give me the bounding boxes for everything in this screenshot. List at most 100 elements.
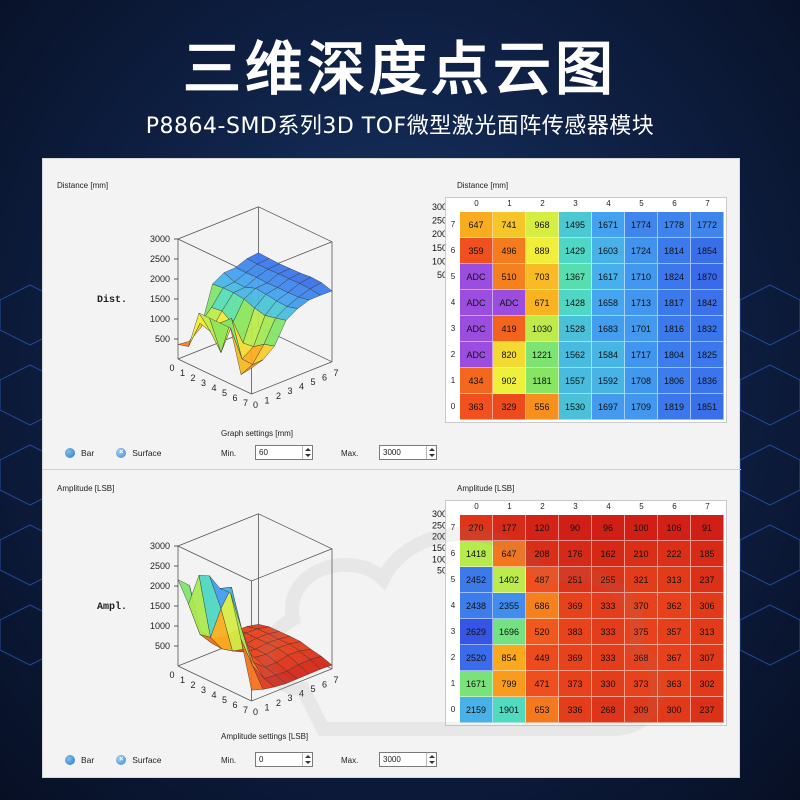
y-tick-label: 2 bbox=[276, 391, 281, 401]
z-axis-label: Dist. bbox=[97, 294, 127, 306]
heatmap-cell: 162 bbox=[592, 541, 625, 567]
row-header: 6 bbox=[450, 549, 456, 558]
surface-radio[interactable]: × Surface bbox=[116, 448, 162, 458]
bar-radio[interactable]: Bar bbox=[65, 755, 94, 765]
amplitude-max-value: 3000 bbox=[383, 755, 401, 764]
box-edge bbox=[251, 548, 333, 582]
box-edge bbox=[251, 668, 333, 702]
heatmap-cell: 1701 bbox=[625, 316, 658, 342]
max-label: Max. bbox=[341, 756, 359, 765]
heatmap-cell: 820 bbox=[493, 342, 526, 368]
heatmap-cell: 1696 bbox=[493, 619, 526, 645]
heatmap-cell: 370 bbox=[625, 593, 658, 619]
distance-heatmap-table: 0 1 2 3 4 5 6 7 7 6 5 4 3 2 1 0 647 741 968 1495 1671 1774 177… bbox=[445, 197, 727, 423]
heatmap-cell: 2629 bbox=[460, 619, 493, 645]
z-tick-label: 1500 bbox=[150, 601, 170, 611]
heatmap-cell: 647 bbox=[493, 541, 526, 567]
heatmap-cell: 369 bbox=[559, 593, 592, 619]
column-header: 3 bbox=[573, 199, 578, 208]
heatmap-cell: 363 bbox=[460, 394, 493, 420]
heatmap-cell: 1617 bbox=[592, 264, 625, 290]
heatmap-cell: 313 bbox=[658, 567, 691, 593]
y-tick-label: 4 bbox=[299, 689, 304, 699]
x-tick-label: 7 bbox=[243, 705, 248, 715]
heatmap-cell: 1418 bbox=[460, 541, 493, 567]
heatmap-cell: 362 bbox=[658, 593, 691, 619]
distance-min-input[interactable]: 60 bbox=[255, 445, 313, 460]
heatmap-cell: 1562 bbox=[559, 342, 592, 368]
spin-arrows-icon[interactable] bbox=[302, 446, 312, 459]
heatmap-cell: 306 bbox=[691, 593, 724, 619]
x-tick-label: 6 bbox=[232, 700, 237, 710]
bar-radio[interactable]: Bar bbox=[65, 448, 94, 458]
y-tick-label: 0 bbox=[253, 400, 258, 410]
heatmap-cell: 1819 bbox=[658, 394, 691, 420]
box-edge bbox=[177, 545, 252, 582]
amplitude-max-input[interactable]: 3000 bbox=[379, 752, 437, 767]
distance-max-input[interactable]: 3000 bbox=[379, 445, 437, 460]
heatmap-cell: 1816 bbox=[658, 316, 691, 342]
heatmap-cell: 313 bbox=[691, 619, 724, 645]
heatmap-cell: 185 bbox=[691, 541, 724, 567]
heatmap-cell: 1836 bbox=[691, 368, 724, 394]
heatmap-cell: 1870 bbox=[691, 264, 724, 290]
heatmap-cell: 363 bbox=[658, 671, 691, 697]
heatmap-cell: 889 bbox=[526, 238, 559, 264]
heatmap-cell: 176 bbox=[559, 541, 592, 567]
heatmap-cell: 1814 bbox=[658, 238, 691, 264]
min-label: Min. bbox=[221, 756, 237, 765]
heatmap-cell: 100 bbox=[625, 515, 658, 541]
row-header: 4 bbox=[450, 601, 456, 610]
heatmap-cell: 1530 bbox=[559, 394, 592, 420]
sensor-viewer-panel: Distance [mm] 3000 2500 2000 1500 1000 500 Dis… bbox=[42, 158, 741, 778]
box-edge bbox=[251, 361, 333, 395]
y-tick-label: 0 bbox=[253, 707, 258, 717]
heatmap-cell: 1557 bbox=[559, 368, 592, 394]
heatmap-cell: 1709 bbox=[625, 394, 658, 420]
surface-mesh bbox=[177, 574, 333, 691]
spin-arrows-icon[interactable] bbox=[302, 753, 312, 766]
y-tick-label: 2 bbox=[276, 698, 281, 708]
heatmap-cell: 1901 bbox=[493, 697, 526, 723]
heatmap-cell: 300 bbox=[658, 697, 691, 723]
surface-radio[interactable]: × Surface bbox=[116, 755, 162, 765]
spin-arrows-icon[interactable] bbox=[426, 753, 436, 766]
amplitude-min-input[interactable]: 0 bbox=[255, 752, 313, 767]
colorbar-tick-label: 1500 bbox=[432, 543, 452, 553]
y-tick-label: 6 bbox=[322, 372, 327, 382]
x-tick-label: 5 bbox=[222, 695, 227, 705]
colorbar-tick-label: 1000 bbox=[432, 256, 452, 266]
heatmap-cell: 671 bbox=[526, 290, 559, 316]
colorbar-tick-label: 1500 bbox=[432, 243, 452, 253]
heatmap-cell: ADC bbox=[460, 316, 493, 342]
heatmap-cell: 251 bbox=[559, 567, 592, 593]
surface-radio-label: Surface bbox=[132, 448, 162, 458]
heatmap-cell: 1724 bbox=[625, 238, 658, 264]
y-tick-label: 5 bbox=[310, 377, 315, 387]
y-tick-label: 6 bbox=[322, 679, 327, 689]
heatmap-cell: 1772 bbox=[691, 212, 724, 238]
heatmap-cell: ADC bbox=[460, 264, 493, 290]
radio-dot-icon bbox=[65, 755, 75, 765]
heatmap-cell: 321 bbox=[625, 567, 658, 593]
spin-arrows-icon[interactable] bbox=[426, 446, 436, 459]
y-tick-label: 5 bbox=[310, 684, 315, 694]
row-header: 3 bbox=[450, 324, 456, 333]
heatmap-cell: 799 bbox=[493, 671, 526, 697]
column-header: 7 bbox=[705, 199, 710, 208]
column-header: 0 bbox=[474, 199, 479, 208]
colorbar-tick-label: 500 bbox=[437, 566, 452, 576]
heatmap-cell: 359 bbox=[460, 238, 493, 264]
distance-min-value: 60 bbox=[259, 448, 268, 457]
z-tick-label: 500 bbox=[155, 334, 170, 344]
column-header: 5 bbox=[639, 502, 644, 511]
surface-radio-label: Surface bbox=[132, 755, 162, 765]
box-edge bbox=[177, 513, 259, 547]
heatmap-cell: 90 bbox=[559, 515, 592, 541]
radio-checked-icon: × bbox=[116, 755, 127, 765]
row-header: 2 bbox=[450, 350, 456, 359]
z-tick-label: 2000 bbox=[150, 581, 170, 591]
row-header: 5 bbox=[450, 575, 456, 584]
